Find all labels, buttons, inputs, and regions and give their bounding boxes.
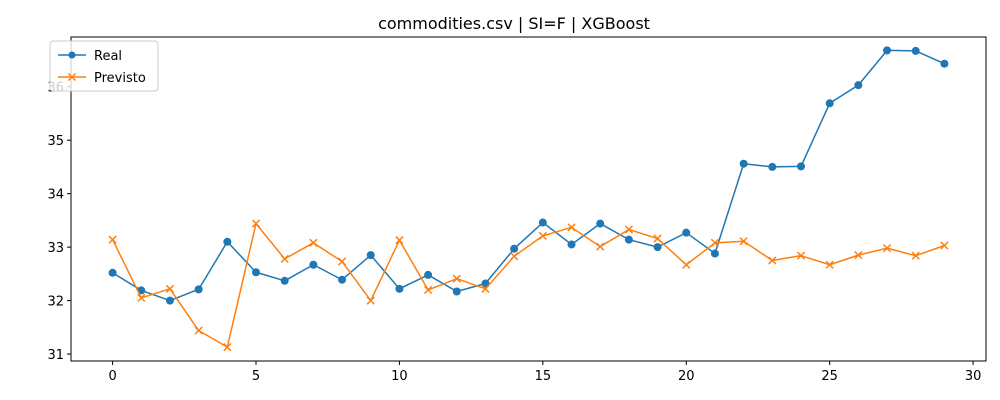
- x-tick-label: 25: [821, 369, 838, 384]
- legend-label-previsto: Previsto: [94, 71, 146, 86]
- data-point-previsto: [366, 296, 375, 305]
- data-point-previsto: [624, 225, 634, 234]
- data-point-real: [567, 240, 576, 249]
- data-point-real: [338, 275, 347, 284]
- data-point-previsto: [538, 231, 547, 241]
- data-point-real: [911, 46, 920, 55]
- series-layer: [108, 46, 949, 352]
- y-tick-label: 34: [47, 188, 64, 203]
- data-point-real: [223, 237, 232, 246]
- x-tick-label: 15: [535, 369, 552, 384]
- data-point-real: [796, 162, 805, 171]
- data-point-previsto: [682, 260, 691, 269]
- plot-frame: [70, 36, 987, 362]
- data-point-real: [653, 243, 662, 252]
- data-point-previsto: [423, 285, 433, 295]
- data-point-previsto: [596, 242, 605, 251]
- data-point-real: [252, 268, 261, 277]
- data-point-real: [280, 276, 289, 285]
- x-tick-label: 5: [252, 369, 260, 384]
- data-point-previsto: [452, 274, 461, 283]
- axes-layer: 051015202530313233343536: [47, 36, 987, 384]
- legend-label-real: Real: [94, 49, 122, 64]
- data-point-real: [883, 46, 892, 55]
- data-point-real: [108, 268, 117, 277]
- data-point-previsto: [739, 237, 748, 246]
- data-point-real: [510, 244, 519, 253]
- data-point-previsto: [510, 252, 519, 261]
- data-point-real: [309, 260, 318, 269]
- data-point-previsto: [653, 234, 662, 243]
- y-tick-label: 32: [47, 295, 64, 310]
- data-point-previsto: [882, 244, 892, 253]
- series-line-previsto: [111, 222, 945, 348]
- data-point-previsto: [165, 284, 175, 293]
- data-point-previsto: [567, 223, 576, 232]
- x-tick-label: 0: [108, 369, 116, 384]
- data-point-previsto: [223, 342, 232, 352]
- data-point-real: [596, 219, 605, 228]
- series-line-real: [112, 49, 945, 302]
- y-tick-label: 33: [47, 241, 64, 256]
- data-point-real: [682, 228, 691, 237]
- data-point-real: [424, 270, 433, 279]
- data-point-previsto: [710, 238, 720, 247]
- y-tick-label: 35: [47, 134, 64, 149]
- data-point-real: [366, 251, 375, 260]
- data-point-previsto: [854, 251, 863, 260]
- data-point-real: [710, 249, 719, 258]
- y-tick-label: 31: [47, 348, 64, 363]
- data-point-real: [825, 99, 834, 108]
- data-point-real: [940, 59, 949, 68]
- data-point-previsto: [911, 251, 920, 260]
- data-point-previsto: [768, 256, 777, 265]
- data-point-real: [624, 235, 633, 244]
- data-point-previsto: [309, 238, 318, 247]
- legend-marker-real: [68, 51, 76, 59]
- data-point-previsto: [940, 241, 949, 250]
- x-tick-label: 30: [965, 369, 982, 384]
- legend-box: [49, 40, 159, 92]
- legend-marker-previsto: [67, 72, 77, 82]
- data-point-previsto: [796, 251, 806, 260]
- data-point-previsto: [251, 219, 261, 228]
- data-point-real: [194, 285, 203, 294]
- data-point-real: [854, 81, 863, 90]
- legend: Real Previsto: [49, 40, 159, 92]
- x-tick-label: 10: [391, 369, 408, 384]
- data-point-real: [452, 287, 461, 296]
- data-point-previsto: [481, 284, 490, 293]
- data-point-real: [165, 296, 174, 305]
- data-point-real: [768, 162, 777, 171]
- data-point-previsto: [280, 254, 289, 264]
- data-point-previsto: [108, 235, 117, 244]
- data-point-previsto: [395, 236, 404, 245]
- data-point-previsto: [194, 326, 203, 335]
- data-point-real: [395, 284, 404, 293]
- data-point-previsto: [825, 260, 834, 269]
- data-point-real: [538, 218, 547, 227]
- data-point-real: [739, 159, 748, 168]
- chart-title: commodities.csv | SI=F | XGBoost: [378, 14, 650, 33]
- data-point-previsto: [137, 293, 146, 303]
- x-tick-label: 20: [678, 369, 695, 384]
- data-point-previsto: [337, 257, 347, 266]
